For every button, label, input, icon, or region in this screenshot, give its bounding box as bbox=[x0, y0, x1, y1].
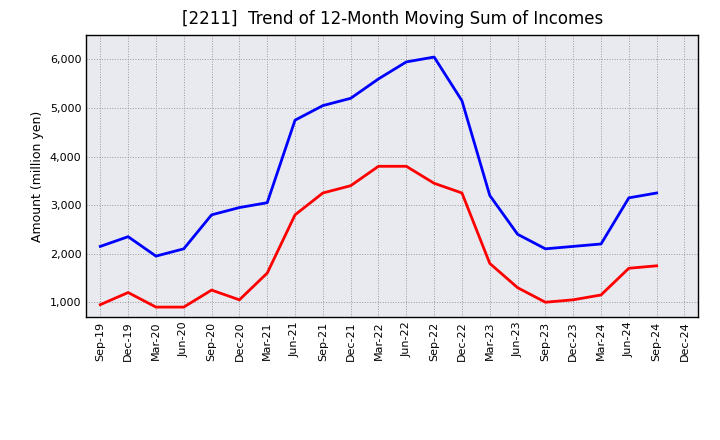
Y-axis label: Amount (million yen): Amount (million yen) bbox=[32, 110, 45, 242]
Ordinary Income bbox=[124, 234, 132, 239]
Net Income bbox=[430, 181, 438, 186]
Ordinary Income bbox=[513, 231, 522, 237]
Line: Net Income: Net Income bbox=[100, 166, 657, 307]
Net Income bbox=[152, 304, 161, 310]
Net Income bbox=[96, 302, 104, 307]
Net Income bbox=[513, 285, 522, 290]
Net Income bbox=[179, 304, 188, 310]
Ordinary Income bbox=[179, 246, 188, 252]
Net Income bbox=[597, 292, 606, 297]
Net Income bbox=[569, 297, 577, 302]
Net Income bbox=[207, 287, 216, 293]
Ordinary Income bbox=[263, 200, 271, 205]
Ordinary Income bbox=[207, 212, 216, 217]
Ordinary Income bbox=[652, 191, 661, 196]
Net Income bbox=[263, 271, 271, 276]
Net Income bbox=[318, 191, 327, 196]
Net Income bbox=[485, 261, 494, 266]
Net Income bbox=[346, 183, 355, 188]
Ordinary Income bbox=[597, 241, 606, 246]
Ordinary Income bbox=[485, 193, 494, 198]
Net Income bbox=[458, 191, 467, 196]
Net Income bbox=[402, 164, 410, 169]
Ordinary Income bbox=[624, 195, 633, 201]
Net Income bbox=[235, 297, 243, 302]
Ordinary Income bbox=[346, 95, 355, 101]
Net Income bbox=[541, 300, 550, 305]
Ordinary Income bbox=[430, 55, 438, 60]
Ordinary Income bbox=[152, 253, 161, 259]
Net Income bbox=[652, 263, 661, 268]
Net Income bbox=[124, 290, 132, 295]
Ordinary Income bbox=[569, 244, 577, 249]
Ordinary Income bbox=[96, 244, 104, 249]
Net Income bbox=[624, 266, 633, 271]
Ordinary Income bbox=[458, 98, 467, 103]
Ordinary Income bbox=[318, 103, 327, 108]
Title: [2211]  Trend of 12-Month Moving Sum of Incomes: [2211] Trend of 12-Month Moving Sum of I… bbox=[181, 10, 603, 28]
Net Income bbox=[374, 164, 383, 169]
Ordinary Income bbox=[235, 205, 243, 210]
Line: Ordinary Income: Ordinary Income bbox=[100, 57, 657, 256]
Ordinary Income bbox=[291, 117, 300, 123]
Ordinary Income bbox=[402, 59, 410, 65]
Ordinary Income bbox=[374, 76, 383, 81]
Net Income bbox=[291, 212, 300, 217]
Ordinary Income bbox=[541, 246, 550, 252]
